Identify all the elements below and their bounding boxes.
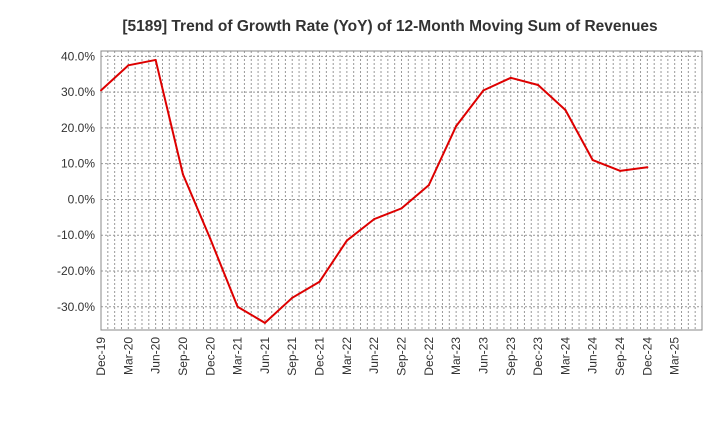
x-tick-label: Mar-24 <box>558 337 572 375</box>
series-layer <box>100 58 649 324</box>
x-tick-label: Jun-20 <box>149 337 163 374</box>
x-tick-label: Jun-23 <box>476 337 490 374</box>
x-tick-label: Mar-22 <box>340 337 354 375</box>
y-tick-label: 20.0% <box>61 121 95 135</box>
x-axis: Dec-19 Mar-20 Jun-20 Sep-20 Dec-20 Mar-21 Jun-… <box>94 337 682 376</box>
data-point <box>482 89 485 92</box>
y-tick-label: -20.0% <box>57 264 95 278</box>
x-tick-label: Mar-23 <box>449 337 463 375</box>
y-tick-label: 0.0% <box>68 192 96 206</box>
x-tick-label: Dec-24 <box>640 337 654 376</box>
data-point <box>318 280 321 283</box>
x-tick-label: Sep-24 <box>613 337 627 376</box>
x-tick-label: Mar-25 <box>668 337 682 375</box>
x-tick-label: Sep-21 <box>285 337 299 376</box>
data-point <box>564 109 567 112</box>
data-point <box>427 184 430 187</box>
x-tick-label: Jun-22 <box>367 337 381 374</box>
data-point <box>373 218 376 221</box>
data-point <box>619 169 622 172</box>
data-point <box>646 166 649 169</box>
chart-title: [5189] Trend of Growth Rate (YoY) of 12-… <box>122 18 657 35</box>
x-tick-label: Dec-19 <box>94 337 108 376</box>
data-point <box>291 296 294 299</box>
plot-area <box>100 50 703 331</box>
y-tick-label: -10.0% <box>57 228 95 242</box>
x-tick-label: Dec-20 <box>203 337 217 376</box>
data-point <box>209 237 212 240</box>
x-tick-label: Sep-23 <box>504 337 518 376</box>
grid-lines <box>101 51 702 330</box>
y-tick-label: 10.0% <box>61 157 95 171</box>
x-tick-label: Jun-24 <box>586 337 600 374</box>
data-point <box>591 159 594 162</box>
x-tick-label: Dec-21 <box>313 337 327 376</box>
data-point <box>100 89 102 92</box>
data-point <box>127 64 130 67</box>
data-point <box>400 207 403 210</box>
x-tick-label: Dec-23 <box>531 337 545 376</box>
data-point <box>455 125 458 128</box>
x-tick-label: Mar-20 <box>121 337 135 375</box>
data-point <box>181 173 184 176</box>
x-tick-label: Sep-22 <box>395 337 409 376</box>
y-tick-label: 30.0% <box>61 85 95 99</box>
data-point <box>154 58 157 61</box>
data-point <box>345 239 348 242</box>
data-point <box>236 305 239 308</box>
x-tick-label: Sep-20 <box>176 337 190 376</box>
x-tick-label: Mar-21 <box>231 337 245 375</box>
data-point <box>537 83 540 86</box>
y-axis: 40.0% 30.0% 20.0% 10.0% 0.0% -10.0% -20.0% -30.… <box>57 49 95 313</box>
x-tick-label: Dec-22 <box>422 337 436 376</box>
y-tick-label: -30.0% <box>57 300 95 314</box>
x-tick-label: Jun-21 <box>258 337 272 374</box>
data-point <box>509 76 512 79</box>
data-point <box>263 321 266 324</box>
y-tick-label: 40.0% <box>61 49 95 63</box>
